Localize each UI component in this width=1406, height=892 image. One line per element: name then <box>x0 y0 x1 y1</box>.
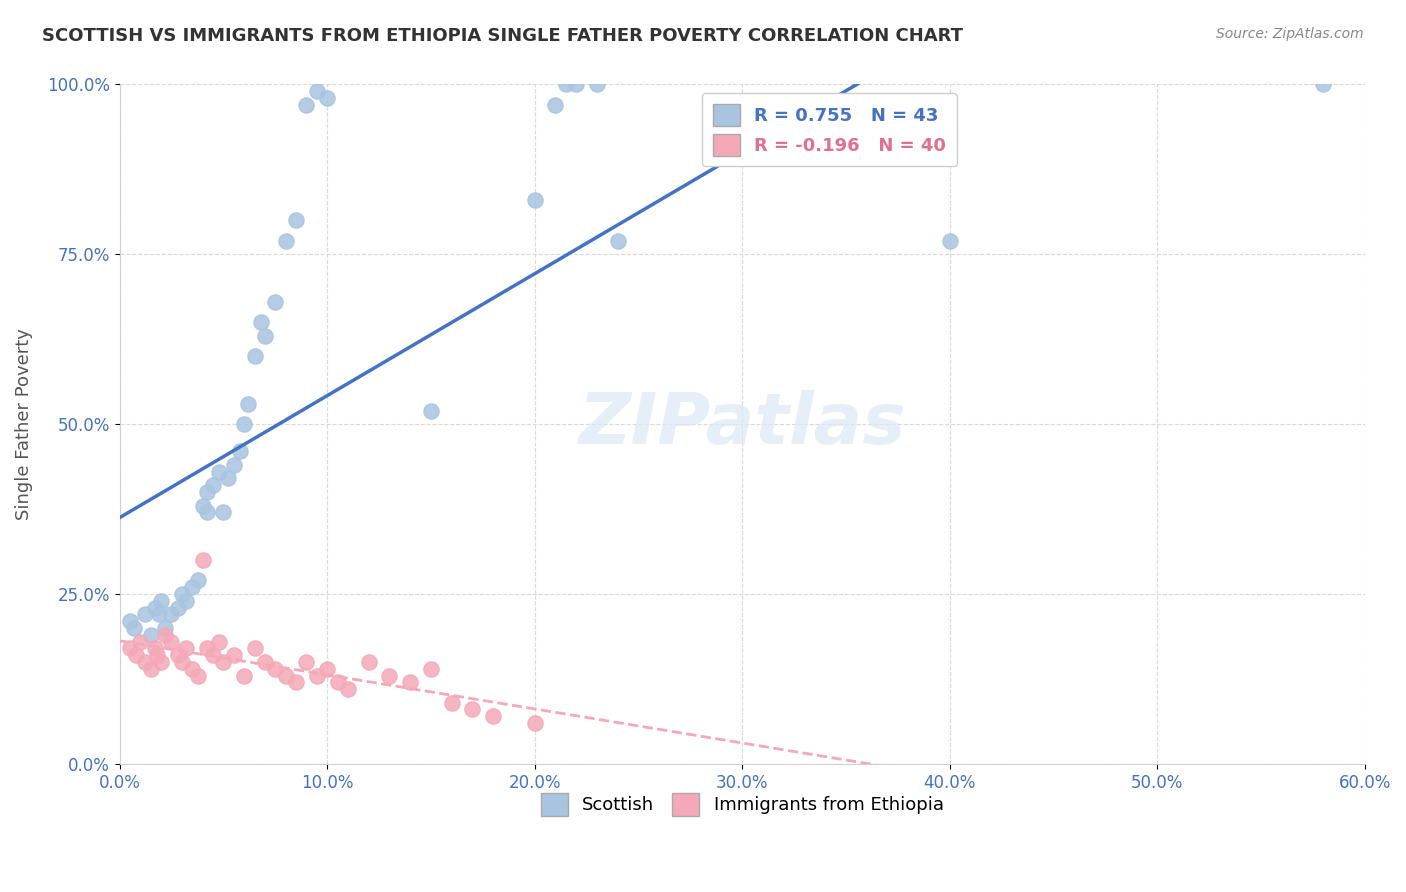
Point <box>1312 78 1334 92</box>
Point <box>187 574 209 588</box>
Point <box>155 628 177 642</box>
Point <box>357 655 380 669</box>
Point <box>229 444 252 458</box>
Point <box>174 594 197 608</box>
Point <box>208 634 231 648</box>
Point <box>243 349 266 363</box>
Point <box>143 641 166 656</box>
Point <box>565 78 588 92</box>
Point <box>191 553 214 567</box>
Point <box>461 702 484 716</box>
Point <box>586 78 609 92</box>
Y-axis label: Single Father Poverty: Single Father Poverty <box>15 328 32 520</box>
Point <box>243 641 266 656</box>
Point <box>274 234 297 248</box>
Point <box>212 655 235 669</box>
Point <box>170 655 193 669</box>
Text: Source: ZipAtlas.com: Source: ZipAtlas.com <box>1216 27 1364 41</box>
Point <box>523 716 546 731</box>
Point <box>181 580 204 594</box>
Text: SCOTTISH VS IMMIGRANTS FROM ETHIOPIA SINGLE FATHER POVERTY CORRELATION CHART: SCOTTISH VS IMMIGRANTS FROM ETHIOPIA SIN… <box>42 27 963 45</box>
Point <box>233 417 256 431</box>
Point <box>238 397 260 411</box>
Point <box>316 662 339 676</box>
Point <box>440 696 463 710</box>
Point <box>201 648 224 662</box>
Point <box>118 614 141 628</box>
Point <box>191 499 214 513</box>
Point <box>419 403 441 417</box>
Point <box>249 315 271 329</box>
Point <box>264 662 287 676</box>
Point <box>419 662 441 676</box>
Point <box>285 675 308 690</box>
Point <box>295 655 318 669</box>
Point <box>155 621 177 635</box>
Point <box>212 505 235 519</box>
Point <box>606 234 628 248</box>
Point <box>336 682 359 697</box>
Point <box>187 668 209 682</box>
Point <box>181 662 204 676</box>
Point <box>544 98 567 112</box>
Point <box>129 634 152 648</box>
Point <box>399 675 422 690</box>
Point <box>134 655 156 669</box>
Point <box>274 668 297 682</box>
Point <box>170 587 193 601</box>
Point <box>118 641 141 656</box>
Point <box>160 634 183 648</box>
Point <box>285 213 308 227</box>
Point <box>146 648 169 662</box>
Point <box>208 465 231 479</box>
Point <box>201 478 224 492</box>
Point <box>482 709 505 723</box>
Point <box>174 641 197 656</box>
Legend: Scottish, Immigrants from Ethiopia: Scottish, Immigrants from Ethiopia <box>533 786 950 822</box>
Point <box>253 328 276 343</box>
Point <box>264 294 287 309</box>
Point <box>166 600 188 615</box>
Point <box>222 458 245 472</box>
Point <box>233 668 256 682</box>
Point <box>134 607 156 622</box>
Point <box>150 594 173 608</box>
Point <box>150 655 173 669</box>
Point <box>253 655 276 669</box>
Point <box>326 675 349 690</box>
Point <box>148 607 170 622</box>
Point <box>217 471 239 485</box>
Point <box>295 98 318 112</box>
Point <box>122 621 145 635</box>
Text: ZIPatlas: ZIPatlas <box>578 390 905 458</box>
Point <box>305 668 328 682</box>
Point <box>222 648 245 662</box>
Point <box>143 600 166 615</box>
Point <box>938 234 960 248</box>
Point <box>316 91 339 105</box>
Point <box>378 668 401 682</box>
Point <box>195 485 218 500</box>
Point <box>139 628 162 642</box>
Point <box>166 648 188 662</box>
Point <box>305 84 328 98</box>
Point <box>554 78 576 92</box>
Point <box>195 641 218 656</box>
Point <box>195 505 218 519</box>
Point <box>523 193 546 207</box>
Point <box>139 662 162 676</box>
Point <box>160 607 183 622</box>
Point <box>125 648 148 662</box>
